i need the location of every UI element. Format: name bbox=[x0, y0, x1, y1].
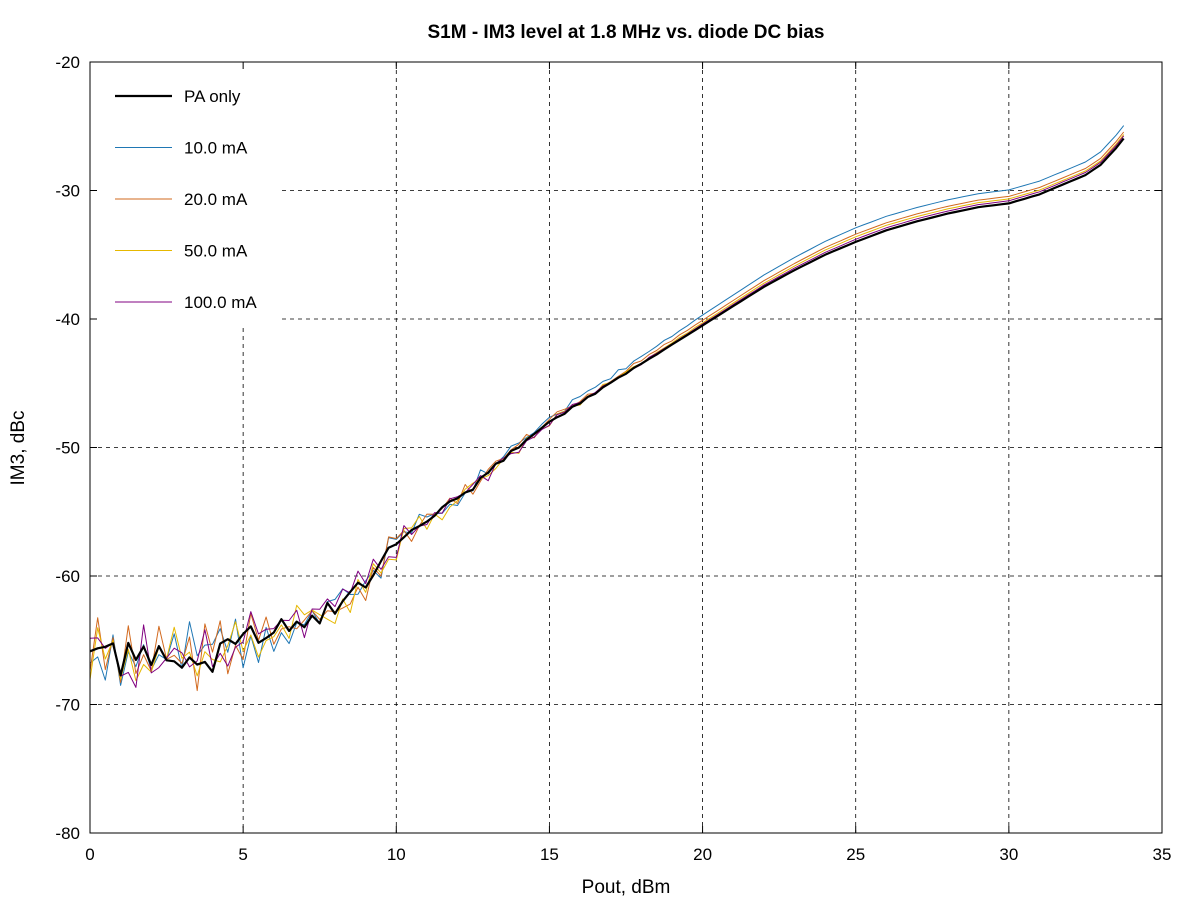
y-tick-label: -70 bbox=[55, 696, 80, 715]
x-tick-label: 0 bbox=[85, 845, 94, 864]
x-tick-label: 35 bbox=[1153, 845, 1172, 864]
series-line bbox=[89, 137, 1125, 677]
legend-label: 10.0 mA bbox=[184, 139, 248, 158]
y-tick-label: -40 bbox=[55, 310, 80, 329]
y-tick-label: -80 bbox=[55, 824, 80, 843]
chart-title: S1M - IM3 level at 1.8 MHz vs. diode DC … bbox=[427, 22, 824, 43]
series-line bbox=[89, 125, 1125, 686]
y-tick-label: -50 bbox=[55, 439, 80, 458]
x-tick-label: 10 bbox=[387, 845, 406, 864]
y-tick-label: -60 bbox=[55, 567, 80, 586]
x-tick-label: 20 bbox=[693, 845, 712, 864]
y-axis-label: IM3, dBc bbox=[8, 411, 29, 486]
x-tick-label: 15 bbox=[540, 845, 559, 864]
series-line bbox=[89, 134, 1125, 682]
x-tick-label: 25 bbox=[846, 845, 865, 864]
series-lines bbox=[89, 125, 1125, 692]
y-tick-label: -20 bbox=[55, 53, 80, 72]
legend-label: PA only bbox=[184, 87, 241, 106]
x-tick-label: 5 bbox=[238, 845, 247, 864]
legend-label: 50.0 mA bbox=[184, 242, 248, 261]
y-tick-label: -30 bbox=[55, 182, 80, 201]
legend: PA only 10.0 mA 20.0 mA 50.0 mA 100.0 mA bbox=[115, 87, 257, 312]
x-axis-label: Pout, dBm bbox=[582, 877, 671, 898]
series-line bbox=[89, 131, 1125, 692]
legend-label: 20.0 mA bbox=[184, 190, 248, 209]
series-line bbox=[89, 135, 1125, 688]
grid bbox=[90, 62, 1162, 833]
legend-label: 100.0 mA bbox=[184, 293, 257, 312]
x-tick-label: 30 bbox=[999, 845, 1018, 864]
axis-ticks: 0 5 10 15 20 25 30 35 -80 -70 -60 -50 -40 -30 -20 bbox=[55, 53, 1171, 864]
